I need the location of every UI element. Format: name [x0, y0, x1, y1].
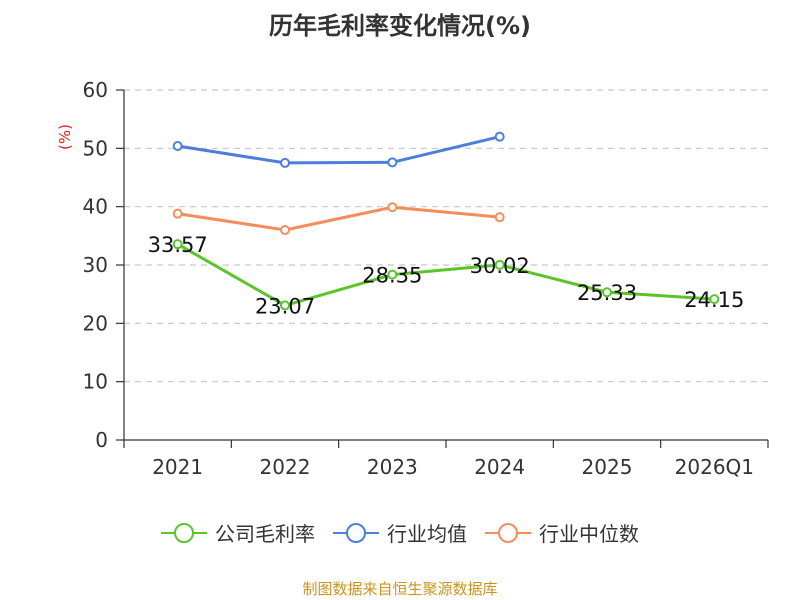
x-tick-label: 2024 — [474, 455, 525, 479]
y-tick-label: 60 — [83, 78, 108, 102]
chart-title: 历年毛利率变化情况(%) — [269, 12, 531, 40]
data-label: 28.35 — [362, 264, 422, 288]
data-label: 33.57 — [148, 233, 208, 257]
data-point — [172, 208, 183, 219]
data-point — [387, 269, 398, 280]
legend-label: 行业均值 — [387, 522, 467, 546]
data-point — [387, 157, 398, 168]
legend-item[interactable]: 公司毛利率 — [161, 518, 315, 547]
legend-line-marker-icon — [333, 522, 379, 543]
legend-item[interactable]: 行业均值 — [333, 518, 467, 547]
legend-item[interactable]: 行业中位数 — [485, 518, 639, 547]
x-tick-label: 2026Q1 — [675, 455, 754, 479]
series-line — [176, 242, 715, 307]
x-tick-label: 2022 — [260, 455, 311, 479]
legend-line-marker-icon — [161, 522, 207, 543]
data-label: 24.15 — [684, 288, 744, 312]
x-tick-label: 2023 — [367, 455, 418, 479]
data-label: 30.02 — [470, 254, 530, 278]
y-tick-label: 50 — [83, 136, 108, 160]
data-label: 25.33 — [577, 281, 637, 305]
y-tick-label: 20 — [83, 311, 108, 335]
data-source-note: 制图数据来自恒生聚源数据库 — [302, 580, 498, 598]
data-point — [709, 294, 720, 305]
data-point — [494, 259, 505, 270]
data-point — [280, 157, 290, 168]
data-point — [172, 239, 183, 250]
x-tick-label: 2021 — [152, 455, 203, 479]
data-point — [602, 287, 612, 298]
legend-label: 行业中位数 — [539, 522, 639, 546]
y-tick-label: 0 — [95, 428, 108, 452]
legend-line-marker-icon — [485, 522, 531, 543]
y-tick-label: 30 — [83, 253, 108, 277]
legend-label: 公司毛利率 — [215, 522, 315, 546]
data-point — [280, 300, 290, 311]
series-line — [177, 135, 501, 165]
data-point — [494, 131, 505, 142]
data-point — [387, 202, 398, 213]
data-point — [172, 141, 183, 151]
series-line — [177, 205, 500, 232]
data-point — [494, 212, 505, 223]
data-point — [280, 225, 290, 235]
x-tick-label: 2025 — [582, 455, 633, 479]
legend: 公司毛利率 行业均值 行业中位数 — [0, 518, 800, 547]
data-label: 23.07 — [255, 294, 315, 318]
y-tick-label: 10 — [83, 370, 108, 394]
y-tick-label: 40 — [83, 195, 108, 219]
